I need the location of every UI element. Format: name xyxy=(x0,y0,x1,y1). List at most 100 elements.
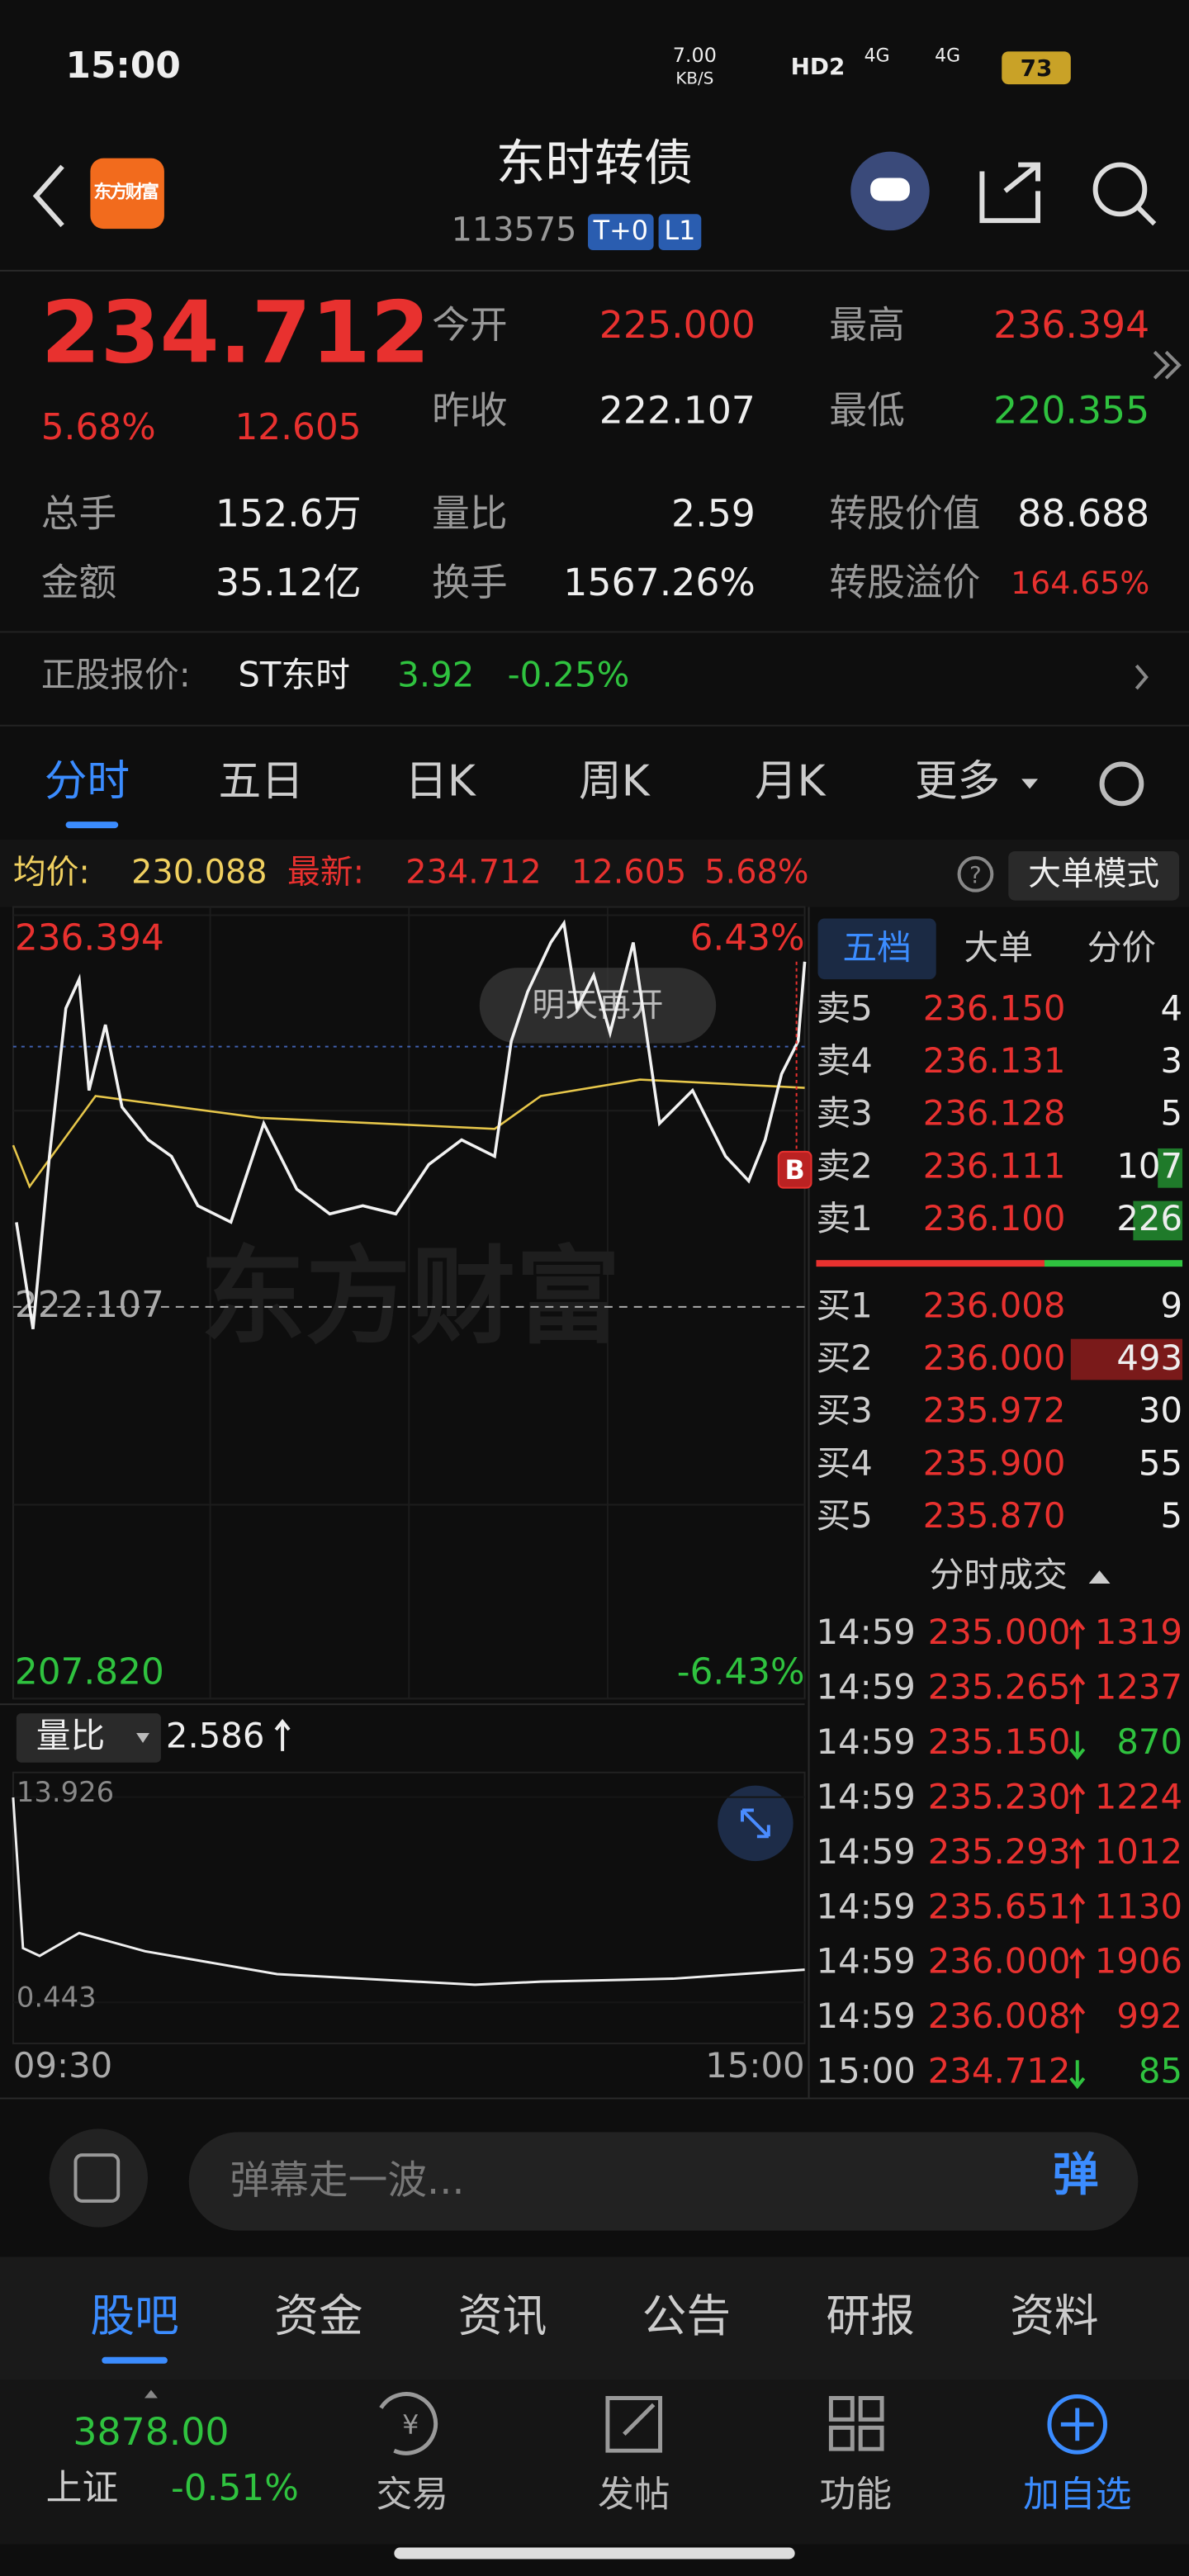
trade-time: 14:59 xyxy=(817,1831,916,1872)
index-pct[interactable]: -0.51% xyxy=(171,2467,299,2509)
trade-time: 14:59 xyxy=(817,1721,916,1762)
field-label: 转股溢价 xyxy=(829,561,980,604)
change: 12.605 xyxy=(234,406,361,448)
volume-line xyxy=(12,1797,805,1986)
level-price: 235.972 xyxy=(923,1390,1066,1431)
level-price: 236.100 xyxy=(923,1198,1066,1238)
price-line xyxy=(15,919,807,1329)
trade-volume: 1319 xyxy=(1095,1612,1182,1652)
trade-time: 15:00 xyxy=(817,2051,916,2091)
trade-price: 236.008 xyxy=(928,1996,1071,2036)
trade-time: 14:59 xyxy=(817,1886,916,1926)
chart-tab[interactable]: 周K xyxy=(579,756,651,806)
yen-mark: ¥ xyxy=(402,2408,419,2440)
status-net: 4G xyxy=(935,45,960,66)
row-arrow[interactable] xyxy=(1135,664,1149,690)
comment-input[interactable] xyxy=(188,2132,1139,2231)
battery xyxy=(1002,51,1071,85)
indicator-value: 2.586 xyxy=(166,1715,265,1755)
stock-name: ST东时 xyxy=(238,655,350,695)
sub-tab[interactable]: 公告 xyxy=(642,2290,731,2342)
status-time: 15:00 xyxy=(66,45,181,87)
indicator-select[interactable] xyxy=(16,1713,161,1763)
back-button[interactable] xyxy=(32,164,64,228)
search-button[interactable] xyxy=(1092,162,1148,217)
chart-tab[interactable]: 分时 xyxy=(45,756,130,806)
sub-tab[interactable]: 资金 xyxy=(274,2290,362,2342)
trade-volume: 1237 xyxy=(1095,1667,1182,1707)
overlay-pill xyxy=(479,968,717,1044)
divider xyxy=(0,724,1189,727)
sub-tab[interactable]: 股吧 xyxy=(90,2290,178,2342)
trade-direction xyxy=(1069,1838,1086,1869)
trade-price: 235.293 xyxy=(928,1831,1071,1872)
book-tab-active[interactable] xyxy=(817,918,936,980)
expand-arrow[interactable] xyxy=(1153,350,1182,380)
chart-tab[interactable]: 月K xyxy=(755,756,827,806)
trade-direction xyxy=(1069,1731,1086,1760)
add-icon xyxy=(1047,2394,1108,2455)
book-tab[interactable]: 大单 xyxy=(964,927,1034,968)
mode-button[interactable] xyxy=(1008,850,1180,901)
help-icon[interactable] xyxy=(957,855,994,893)
level-label: 卖3 xyxy=(817,1093,873,1134)
indicator-caret xyxy=(136,1733,149,1743)
help-mark: ? xyxy=(969,861,982,888)
change-value: 12.605 xyxy=(571,853,686,891)
level-price: 236.111 xyxy=(923,1145,1066,1186)
mode-label[interactable]: 大单模式 xyxy=(1028,855,1159,893)
sub-tab[interactable]: 研报 xyxy=(826,2290,914,2342)
field-value: 222.107 xyxy=(599,388,756,432)
pct-bottom: -6.43% xyxy=(677,1650,805,1693)
level-volume: 3 xyxy=(1160,1040,1182,1081)
status-hd: HD2 xyxy=(791,53,846,80)
level-label: 卖5 xyxy=(817,987,873,1028)
level-volume: 5 xyxy=(1160,1093,1182,1134)
logo-text: 东方财富 xyxy=(93,181,159,202)
comment-placeholder[interactable]: 弹幕走一波... xyxy=(230,2158,464,2204)
sub-tab[interactable]: 资讯 xyxy=(458,2290,547,2342)
security-code: 113575 xyxy=(452,211,577,249)
last-value: 234.712 xyxy=(405,853,541,891)
level-price: 236.128 xyxy=(923,1093,1066,1134)
level-volume: 493 xyxy=(1116,1338,1182,1378)
chart-tab[interactable]: 日K xyxy=(405,756,476,806)
level-label: 买5 xyxy=(817,1495,873,1536)
share-button[interactable] xyxy=(979,162,1040,224)
danmaku-button[interactable]: 弹 xyxy=(1053,2148,1099,2202)
nav-item[interactable]: 交易 xyxy=(376,2474,448,2516)
book-tab[interactable]: 分价 xyxy=(1087,927,1157,968)
index-name[interactable]: 上证 xyxy=(46,2467,119,2509)
trade-price: 236.000 xyxy=(928,1941,1071,1982)
settings-button[interactable] xyxy=(1099,761,1144,807)
field-value: 220.355 xyxy=(993,388,1149,432)
trade-volume: 1130 xyxy=(1095,1886,1182,1926)
chart-tab[interactable]: 五日 xyxy=(219,756,304,806)
subtab-bar xyxy=(0,2256,1189,2380)
trade-price: 235.000 xyxy=(928,1612,1071,1652)
pct-top: 6.43% xyxy=(690,916,805,959)
comment-settings[interactable] xyxy=(49,2129,149,2228)
level-label: 买4 xyxy=(817,1442,873,1483)
avg-value: 230.088 xyxy=(131,853,267,891)
trade-price: 235.265 xyxy=(928,1667,1071,1707)
nav-item[interactable]: 发帖 xyxy=(598,2474,670,2516)
tab-underline xyxy=(65,822,119,829)
chart-tab[interactable]: 更多 xyxy=(915,756,1000,806)
book-tab[interactable]: 五档 xyxy=(842,927,912,968)
field-label: 最低 xyxy=(829,388,904,432)
page-title: 东时转债 xyxy=(496,135,694,192)
field-label: 最高 xyxy=(829,303,904,347)
nav-item[interactable]: 功能 xyxy=(819,2474,892,2516)
level-volume: 55 xyxy=(1139,1442,1182,1483)
level-price: 235.870 xyxy=(923,1495,1066,1536)
sub-tab[interactable]: 资料 xyxy=(1010,2290,1098,2342)
y-tick-label: 222.107 xyxy=(15,1284,164,1326)
indicator-label[interactable]: 量比 xyxy=(36,1715,106,1755)
level-volume: 107 xyxy=(1116,1145,1182,1186)
level-price: 235.900 xyxy=(923,1442,1066,1483)
index-value[interactable]: 3878.00 xyxy=(73,2410,229,2454)
nav-item[interactable]: 加自选 xyxy=(1023,2474,1131,2516)
watermark: 东方财富 xyxy=(201,1237,621,1359)
